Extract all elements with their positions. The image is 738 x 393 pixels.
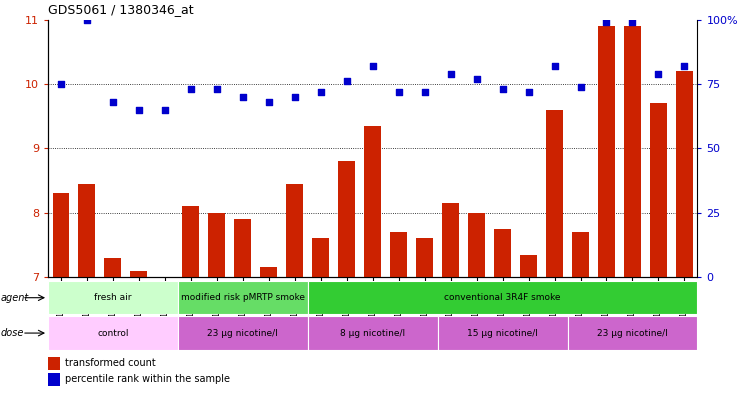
Bar [390, 232, 407, 277]
Text: control: control [97, 329, 128, 338]
Text: 8 μg nicotine/l: 8 μg nicotine/l [340, 329, 405, 338]
Point [289, 94, 300, 100]
Text: conventional 3R4F smoke: conventional 3R4F smoke [444, 293, 561, 302]
Point [627, 19, 638, 26]
Point [315, 88, 327, 95]
Text: GDS5061 / 1380346_at: GDS5061 / 1380346_at [48, 3, 193, 16]
Point [601, 19, 613, 26]
Point [263, 99, 275, 105]
Bar [131, 271, 148, 277]
Bar [442, 203, 459, 277]
Point [81, 17, 93, 23]
Bar [48, 281, 178, 314]
Bar [308, 281, 697, 314]
Point [211, 86, 223, 92]
Bar [312, 239, 329, 277]
Point [341, 78, 353, 84]
Bar [261, 267, 277, 277]
Text: 23 μg nicotine/l: 23 μg nicotine/l [207, 329, 278, 338]
Point [652, 71, 664, 77]
Text: percentile rank within the sample: percentile rank within the sample [65, 374, 230, 384]
Point [548, 63, 560, 69]
Point [393, 88, 404, 95]
Bar [48, 373, 60, 386]
Bar [52, 193, 69, 277]
Bar [182, 206, 199, 277]
Text: fresh air: fresh air [94, 293, 131, 302]
Text: modified risk pMRTP smoke: modified risk pMRTP smoke [181, 293, 305, 302]
Bar [48, 357, 60, 369]
Point [418, 88, 430, 95]
Point [471, 76, 483, 82]
Bar [178, 281, 308, 314]
Bar [598, 26, 615, 277]
Bar [178, 316, 308, 350]
Bar [105, 258, 121, 277]
Point [678, 63, 690, 69]
Bar [235, 219, 251, 277]
Point [107, 99, 119, 105]
Point [185, 86, 197, 92]
Text: agent: agent [1, 293, 29, 303]
Point [523, 88, 534, 95]
Bar [468, 213, 485, 277]
Bar [48, 316, 178, 350]
Bar [494, 229, 511, 277]
Bar [572, 232, 589, 277]
Bar [624, 26, 641, 277]
Text: dose: dose [1, 328, 24, 338]
Bar [78, 184, 95, 277]
Bar [286, 184, 303, 277]
Point [159, 107, 170, 113]
Text: 15 μg nicotine/l: 15 μg nicotine/l [467, 329, 538, 338]
Bar [520, 255, 537, 277]
Bar [208, 213, 225, 277]
Point [367, 63, 379, 69]
Point [445, 71, 457, 77]
Bar [650, 103, 667, 277]
Point [497, 86, 508, 92]
Point [55, 81, 67, 87]
Bar [416, 239, 433, 277]
Bar [338, 161, 355, 277]
Bar [308, 316, 438, 350]
Point [575, 83, 587, 90]
Bar [438, 316, 568, 350]
Text: transformed count: transformed count [65, 358, 156, 368]
Text: 23 μg nicotine/l: 23 μg nicotine/l [597, 329, 668, 338]
Point [133, 107, 145, 113]
Point [237, 94, 249, 100]
Bar [365, 126, 381, 277]
Bar [676, 71, 693, 277]
Bar [546, 110, 563, 277]
Bar [568, 316, 697, 350]
